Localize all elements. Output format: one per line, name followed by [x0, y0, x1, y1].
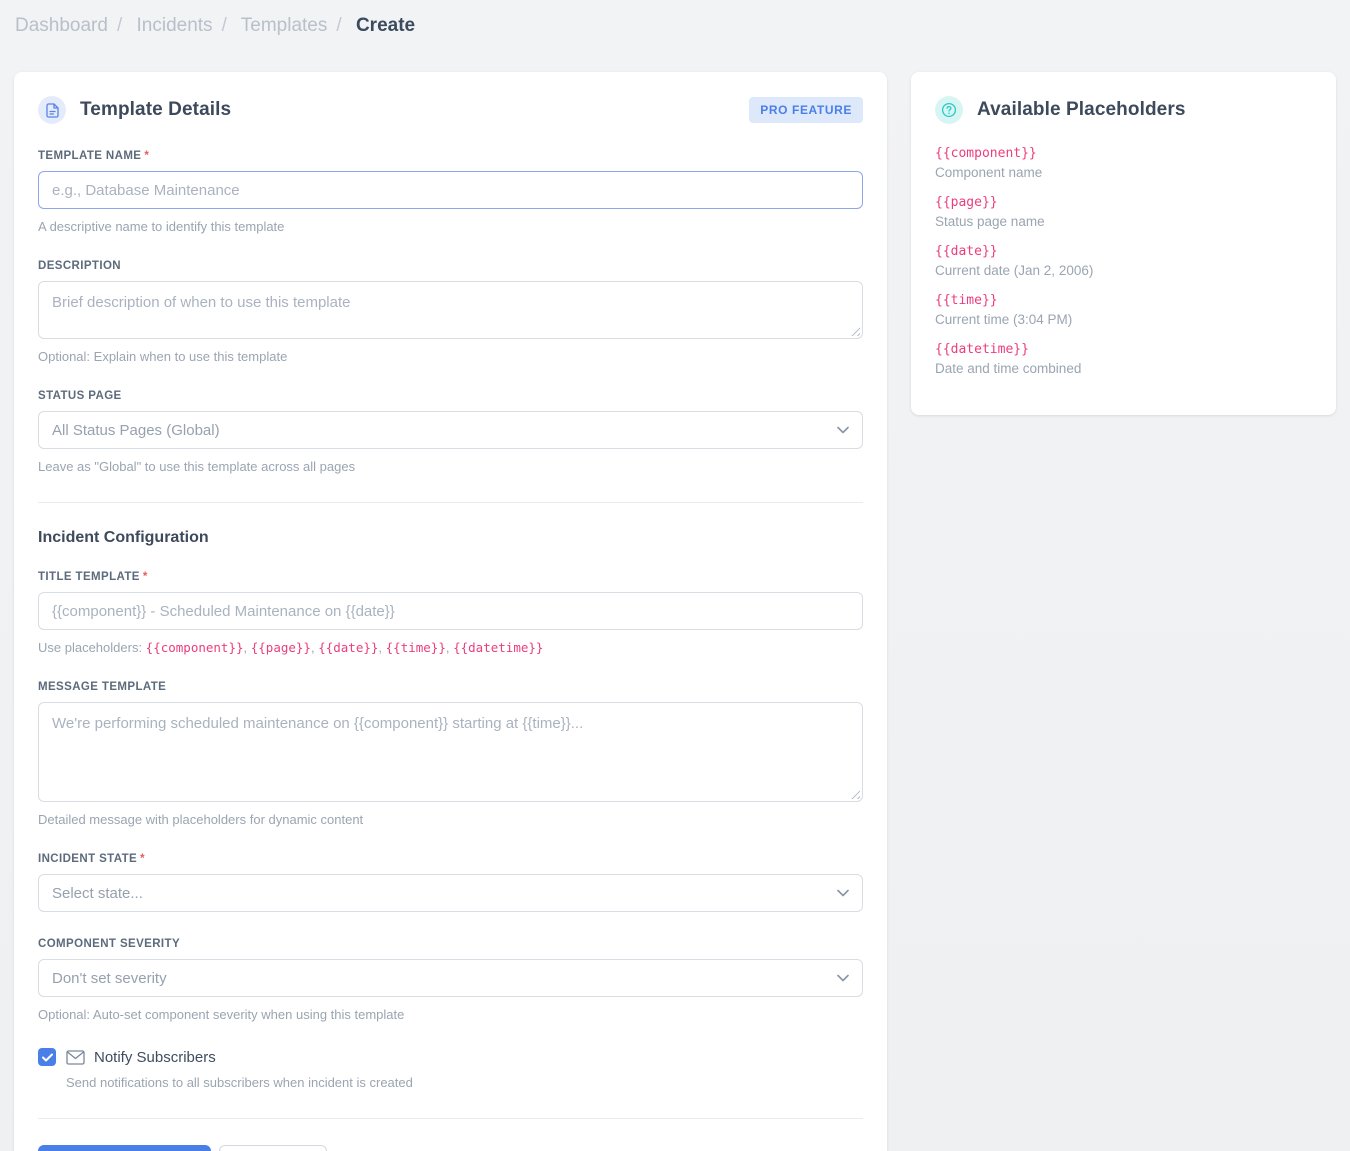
- code-separator: ,: [243, 640, 251, 655]
- pro-feature-badge: PRO FEATURE: [749, 97, 863, 123]
- available-placeholders-card: Available Placeholders {{component}} Com…: [911, 72, 1336, 415]
- code-separator: ,: [445, 640, 454, 655]
- placeholder-description: Current date (Jan 2, 2006): [935, 263, 1094, 278]
- placeholder-description: Current time (3:04 PM): [935, 312, 1073, 327]
- placeholder-code: {{component}}: [935, 146, 1037, 161]
- envelope-icon: [66, 1049, 85, 1065]
- incident-configuration-title: Incident Configuration: [38, 529, 209, 546]
- section-divider: [38, 502, 863, 503]
- message-template-helper: Detailed message with placeholders for d…: [38, 812, 364, 827]
- chevron-down-icon: [837, 426, 849, 434]
- placeholder-code: {{date}}: [935, 244, 998, 259]
- resize-grip-icon[interactable]: [850, 326, 860, 336]
- notify-subscribers-helper: Send notifications to all subscribers wh…: [66, 1075, 413, 1090]
- actions-divider: [38, 1118, 863, 1119]
- document-icon: [38, 96, 66, 124]
- status-page-select[interactable]: All Status Pages (Global): [38, 411, 863, 449]
- placeholder-list: {{component}} Component name {{page}} St…: [935, 146, 1312, 376]
- field-title-template: Title Template* Use placeholders: {{comp…: [38, 571, 863, 655]
- status-page-label: Status Page: [38, 390, 122, 402]
- notify-subscribers-label[interactable]: Notify Subscribers: [66, 1049, 216, 1066]
- component-severity-select-value: Don't set severity: [52, 969, 167, 987]
- notify-subscribers-checkbox[interactable]: [38, 1048, 56, 1066]
- field-incident-state: Incident State * Select state...: [38, 853, 863, 912]
- breadcrumb-separator: /: [336, 15, 342, 36]
- breadcrumb-separator: /: [221, 15, 227, 36]
- question-icon: [935, 96, 963, 124]
- placeholder-code: {{component}}: [145, 640, 244, 655]
- chevron-down-icon: [837, 974, 849, 982]
- code-separator: ,: [310, 640, 319, 655]
- resize-grip-icon[interactable]: [850, 789, 860, 799]
- breadcrumb-item[interactable]: Templates /: [241, 15, 351, 36]
- placeholder-code: {{time}}: [935, 293, 998, 308]
- breadcrumb: Dashboard / Incidents / Templates / Create: [0, 0, 1350, 40]
- placeholder-code: {{time}}: [385, 640, 446, 655]
- component-severity-select[interactable]: Don't set severity: [38, 959, 863, 997]
- field-template-name: Template Name* A descriptive name to ide…: [38, 150, 863, 234]
- component-severity-helper: Optional: Auto-set component severity wh…: [38, 1007, 405, 1022]
- placeholder-code: {{page}}: [250, 640, 311, 655]
- card-title: Template Details: [80, 99, 232, 120]
- incident-state-select[interactable]: Select state...: [38, 874, 863, 912]
- field-notify-subscribers: Notify Subscribers Send notifications to…: [38, 1048, 863, 1090]
- helper-prefix: Use placeholders:: [38, 640, 146, 655]
- field-component-severity: Component Severity Don't set severity Op…: [38, 938, 863, 1022]
- field-description: Description Optional: Explain when to us…: [38, 260, 863, 364]
- breadcrumb-link[interactable]: Templates: [240, 15, 328, 36]
- breadcrumb-current: Create: [355, 15, 416, 36]
- description-helper: Optional: Explain when to use this templ…: [38, 349, 288, 364]
- breadcrumb-item[interactable]: Dashboard /: [15, 15, 131, 36]
- placeholder-description: Component name: [935, 165, 1043, 180]
- placeholder-description: Date and time combined: [935, 361, 1082, 376]
- title-template-label: Title Template *: [38, 571, 148, 583]
- field-status-page: Status Page All Status Pages (Global) Le…: [38, 390, 863, 474]
- breadcrumb-item[interactable]: Incidents /: [137, 15, 236, 36]
- placeholder-description: Status page name: [935, 214, 1045, 229]
- code-separator: ,: [378, 640, 386, 655]
- create-template-button[interactable]: Create Template: [38, 1145, 211, 1151]
- cancel-button[interactable]: Cancel: [218, 1145, 327, 1151]
- placeholder-code: {{datetime}}: [935, 342, 1029, 357]
- required-asterisk: *: [144, 150, 150, 162]
- incident-state-select-value: Select state...: [52, 884, 143, 902]
- required-asterisk: *: [142, 571, 148, 583]
- component-severity-label: Component Severity: [38, 938, 181, 950]
- placeholder-item: {{page}} Status page name: [935, 195, 1312, 229]
- placeholder-item: {{component}} Component name: [935, 146, 1312, 180]
- message-template-textarea[interactable]: [38, 702, 863, 802]
- placeholders-card-title: Available Placeholders: [977, 99, 1186, 120]
- required-asterisk: *: [140, 853, 145, 865]
- template-details-card: Template Details PRO FEATURE Template Na…: [14, 72, 887, 1151]
- field-message-template: Message Template Detailed message with p…: [38, 681, 863, 827]
- chevron-down-icon: [837, 889, 849, 897]
- description-label: Description: [38, 260, 121, 272]
- placeholder-item: {{time}} Current time (3:04 PM): [935, 293, 1312, 327]
- placeholder-code: {{date}}: [318, 640, 379, 655]
- title-template-input[interactable]: [38, 592, 863, 630]
- incident-state-label: Incident State *: [38, 853, 145, 865]
- breadcrumb-separator: /: [116, 15, 123, 36]
- placeholder-code: {{page}}: [935, 195, 998, 210]
- check-icon: [41, 1053, 53, 1061]
- description-textarea[interactable]: [38, 281, 863, 339]
- template-name-helper: A descriptive name to identify this temp…: [38, 219, 285, 234]
- breadcrumb-link[interactable]: Incidents: [136, 15, 213, 36]
- status-page-helper: Leave as "Global" to use this template a…: [38, 459, 356, 474]
- message-template-label: Message Template: [38, 681, 167, 693]
- status-page-select-value: All Status Pages (Global): [52, 421, 220, 439]
- placeholder-item: {{datetime}} Date and time combined: [935, 342, 1312, 376]
- template-name-label: Template Name *: [38, 150, 150, 162]
- title-template-helper: Use placeholders: {{component}}, {{page}…: [38, 640, 863, 655]
- placeholder-code: {{datetime}}: [453, 640, 544, 655]
- breadcrumb-link[interactable]: Dashboard: [15, 15, 108, 36]
- template-name-input[interactable]: [38, 171, 863, 209]
- placeholder-item: {{date}} Current date (Jan 2, 2006): [935, 244, 1312, 278]
